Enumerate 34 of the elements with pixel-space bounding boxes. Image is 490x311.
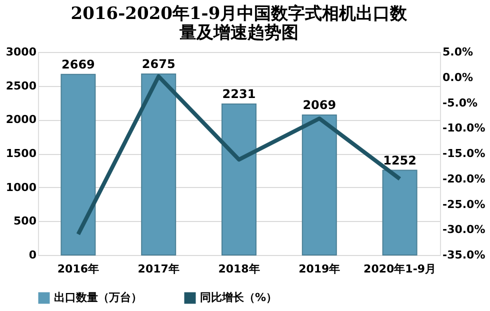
bar [382, 170, 418, 256]
y-tick-label: 2500 [6, 79, 37, 92]
bar [222, 104, 256, 256]
y2-tick-label: -5.0% [442, 96, 478, 110]
y2-tick-label: -20.0% [442, 172, 486, 186]
x-tick-label: 2016年 [57, 262, 100, 276]
y2-tick-label: -25.0% [442, 198, 486, 211]
y2-tick-label: -35.0% [442, 248, 486, 262]
data-label: 2675 [142, 56, 176, 71]
y-tick-label: 3000 [6, 46, 37, 58]
y-tick-label: 1000 [6, 180, 37, 194]
bar [141, 73, 176, 256]
bar [302, 114, 337, 256]
data-label: 2069 [302, 98, 336, 112]
y2-tick-label: 0.0% [442, 70, 474, 84]
legend-label: 出口数量（万台） [54, 291, 142, 304]
x-tick-label: 2019年 [298, 262, 340, 276]
y2-tick-label: -10.0% [442, 122, 486, 135]
y2-tick-label: -30.0% [442, 223, 486, 236]
data-label: 1252 [383, 153, 417, 168]
x-tick-label: 2017年 [138, 262, 180, 276]
legend-label: 同比增长（%） [200, 291, 278, 304]
y-tick-label: 2000 [6, 113, 37, 126]
y-tick-label: 0 [28, 248, 37, 262]
data-label: 2669 [61, 57, 95, 72]
x-tick-label: 2018年 [218, 262, 260, 276]
data-label: 2231 [222, 87, 256, 102]
x-tick-label: 2020年1-9月 [364, 262, 436, 276]
y2-tick-label: 5.0% [442, 46, 474, 58]
y-tick-label: 1500 [6, 147, 37, 160]
bar [60, 74, 96, 256]
y-tick-label: 500 [14, 214, 37, 228]
y2-tick-label: -15.0% [442, 147, 486, 160]
chart-title: 2016-2020年1-9月中国数字式相机出口数量及增速趋势图 [70, 4, 408, 43]
